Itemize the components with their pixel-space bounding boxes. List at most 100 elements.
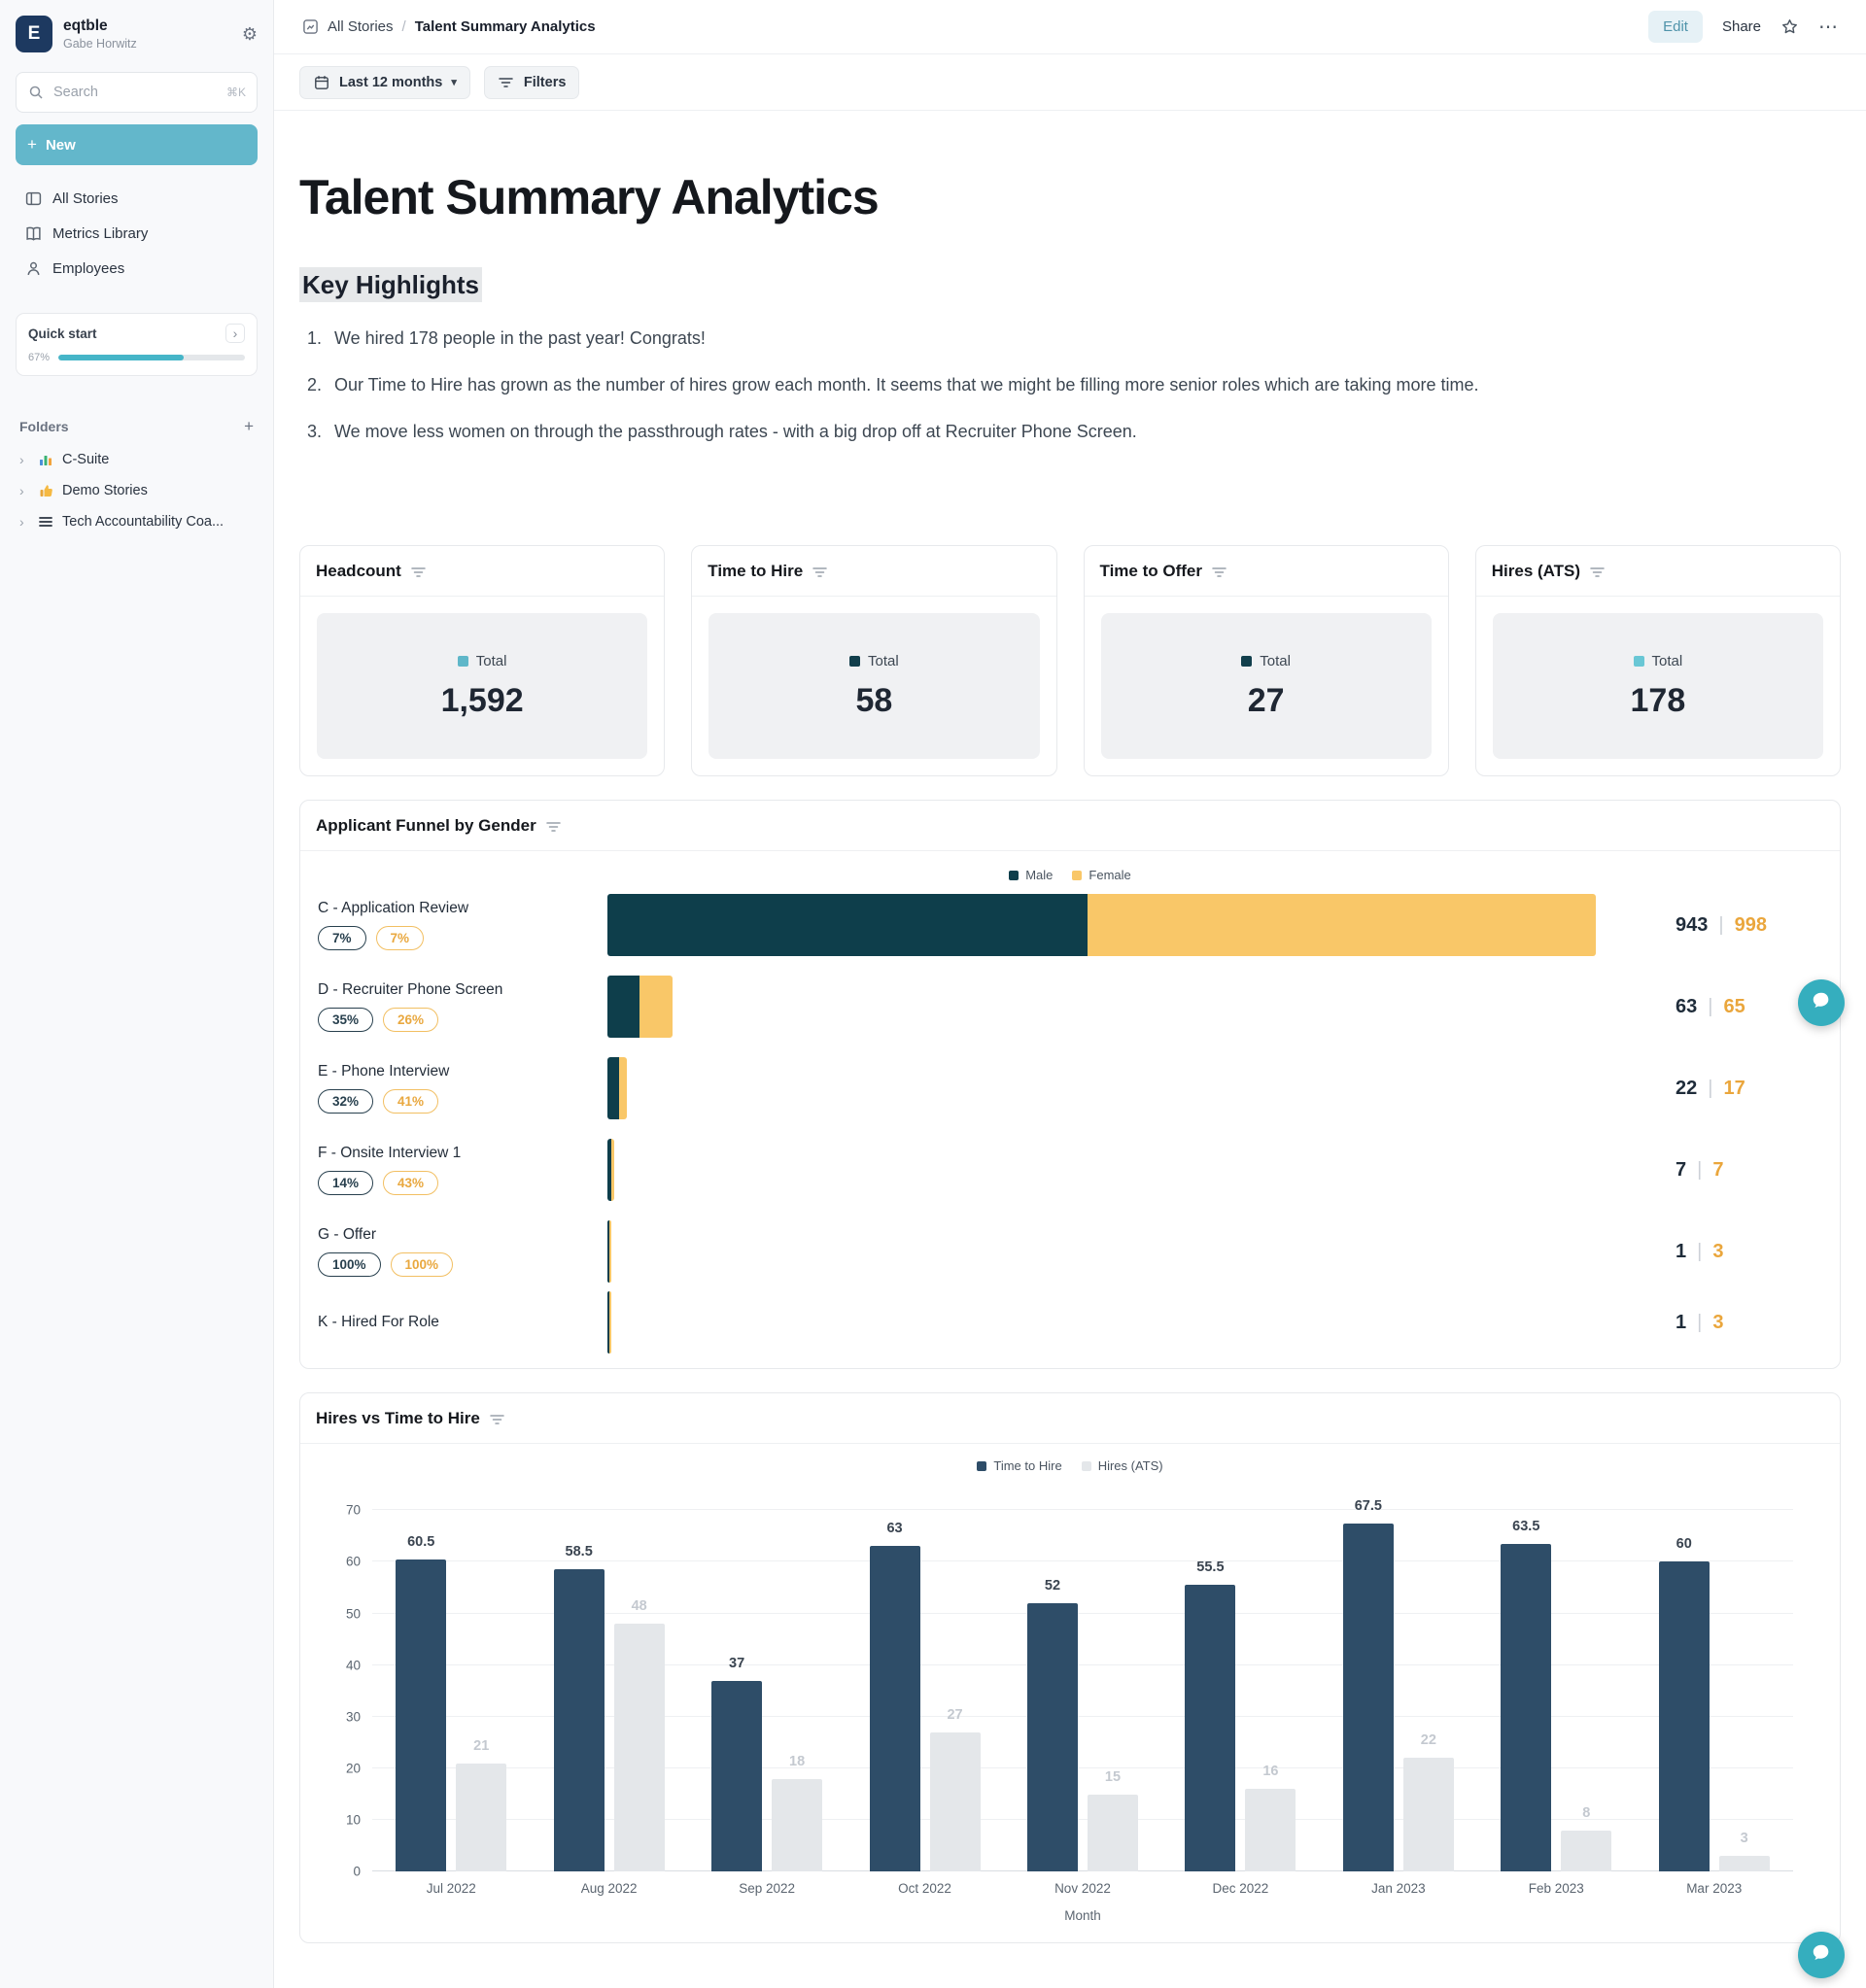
filter-icon[interactable] [1590,566,1605,578]
folder-item-demo-stories[interactable]: › Demo Stories [16,475,258,506]
lines-icon [37,514,54,530]
kpi-legend: Total [1633,653,1682,669]
kpi-legend-label: Total [475,652,507,669]
bar-group-wrap: 58.5 48 [530,1510,687,1872]
filter-icon[interactable] [545,821,561,833]
legend-label: Time to Hire [993,1458,1062,1474]
filter-icon[interactable] [490,1414,504,1425]
gridline [372,1560,1793,1562]
funnel-stage-left: C - Application Review 7% 7% [316,900,607,951]
filter-icon[interactable] [812,566,827,578]
bar-group-feb-2023: 63.5 8 [1501,1510,1612,1872]
x-tick-label: Feb 2023 [1528,1881,1584,1897]
bar-value-label: 3 [1740,1831,1748,1847]
workspace-row: E eqtble Gabe Horwitz ⚙ [16,16,258,52]
main-area: All Stories / Talent Summary Analytics E… [274,0,1866,1988]
male-bar-segment [607,1139,611,1202]
funnel-legend: Male Female [316,859,1824,884]
filter-icon[interactable] [411,566,426,578]
bar-value-label: 52 [1044,1577,1061,1594]
bar-value-label: 15 [1104,1768,1122,1785]
bar-value-label: 60.5 [407,1533,435,1550]
x-axis-labels: Jul 2022 Aug 2022 Sep 2022 Oct 2022 Nov 2022… [372,1881,1793,1896]
male-passthrough-pill: 14% [318,1171,374,1196]
kpi-card-hires-ats: Hires (ATS) Total 178 [1474,545,1841,777]
gridline [372,1509,1793,1511]
gridline [372,1612,1793,1614]
folder-item-c-suite[interactable]: › C-Suite [16,444,258,475]
sidebar-item-employees[interactable]: Employees [16,251,258,286]
bar-chart-body: Time to Hire Hires (ATS) 0 10 20 30 40 50 60 70 6… [300,1444,1840,1942]
date-range-dropdown[interactable]: Last 12 months ▾ [299,65,470,99]
filters-button[interactable]: Filters [483,65,580,99]
y-tick-label: 50 [345,1606,361,1622]
kpi-legend: Total [1241,653,1291,669]
kpi-card-title: Headcount [316,561,401,580]
chevron-right-icon: › [225,324,245,343]
female-bar-segment [1088,894,1596,957]
workspace-avatar[interactable]: E [16,16,52,52]
gridline [372,1819,1793,1821]
funnel-bar-track [607,1047,1596,1129]
folder-item-tech-accountability-coa[interactable]: › Tech Accountability Coa... [16,506,258,537]
bar-hires-ats: 15 [1087,1769,1138,1872]
add-folder-button[interactable]: + [244,417,254,435]
funnel-stage-label: D - Recruiter Phone Screen [318,981,503,999]
gridline [372,1715,1793,1717]
kpi-legend-label: Total [868,652,899,669]
bar-group-nov-2022: 52 15 [1026,1510,1138,1872]
filters-toolbar: Last 12 months ▾ Filters [274,54,1866,111]
kpi-value: 1,592 [440,681,524,719]
folders-label: Folders [19,419,69,434]
funnel-stage-left: D - Recruiter Phone Screen 35% 26% [316,981,607,1033]
search-shortcut: ⌘K [225,86,246,99]
share-button[interactable]: Share [1721,18,1761,35]
settings-gear-icon[interactable]: ⚙ [241,23,258,44]
legend-label: Male [1025,868,1054,883]
thumbs-up-icon [37,483,54,498]
calendar-icon [313,75,330,90]
chat-launcher-button[interactable] [1798,1932,1845,1978]
male-passthrough-pill: 7% [318,926,366,951]
bar-chart-card-title: Hires vs Time to Hire [316,1408,480,1427]
bar-group-jan-2023: 67.5 22 [1342,1498,1454,1872]
edit-button[interactable]: Edit [1648,11,1703,43]
legend-square [1009,870,1019,880]
bar-time-to-hire: 37 [711,1656,763,1872]
female-count: 998 [1734,913,1767,936]
highlights-list: We hired 178 people in the past year! Co… [299,326,1841,444]
funnel-bar [607,1220,1596,1284]
bar-chart-icon [37,452,54,467]
bar-value-label: 60 [1676,1536,1692,1553]
female-passthrough-pill: 26% [383,1008,439,1033]
funnel-bar [607,976,1596,1039]
quick-start-progress-row: 67% [28,352,245,363]
bar-groups: 60.5 21 58.5 48 37 18 63 27 52 15 55.5 16 67.5 22 63.5… [372,1498,1793,1872]
bar-chart-legend: Time to Hire Hires (ATS) [322,1450,1818,1475]
breadcrumb: All Stories / Talent Summary Analytics [301,18,596,35]
breadcrumb-root[interactable]: All Stories [328,18,394,35]
page-title: Talent Summary Analytics [299,170,880,224]
new-button[interactable]: + New [16,124,258,165]
star-icon[interactable] [1780,17,1799,36]
legend-item-hires-ats: Hires (ATS) [1081,1458,1163,1473]
filter-icon[interactable] [1212,566,1227,578]
bar-time-to-hire: 63 [869,1521,920,1872]
quick-start-card[interactable]: Quick start › 67% [16,313,258,376]
sidebar-nav: All Stories Metrics Library Employees [16,181,258,286]
chevron-right-icon: › [19,452,24,467]
search-input[interactable]: Search ⌘K [16,72,258,113]
chat-launcher-button[interactable] [1798,979,1845,1026]
more-menu-icon[interactable]: ⋯ [1818,17,1839,38]
sidebar-item-metrics-library[interactable]: Metrics Library [16,216,258,251]
funnel-stage-values: 22 | 17 [1596,1078,1824,1100]
kpi-legend: Total [849,653,899,669]
x-tick-label: Sep 2022 [739,1881,795,1897]
bar-group-wrap: 63.5 8 [1477,1510,1635,1872]
sidebar-item-label: Employees [52,259,125,277]
sidebar-item-all-stories[interactable]: All Stories [16,181,258,216]
kpi-legend: Total [457,652,507,669]
male-passthrough-pill: 100% [318,1252,381,1278]
kpi-card-body: Total 58 [692,597,1055,775]
kpi-card-header: Time to Offer [1084,546,1448,598]
